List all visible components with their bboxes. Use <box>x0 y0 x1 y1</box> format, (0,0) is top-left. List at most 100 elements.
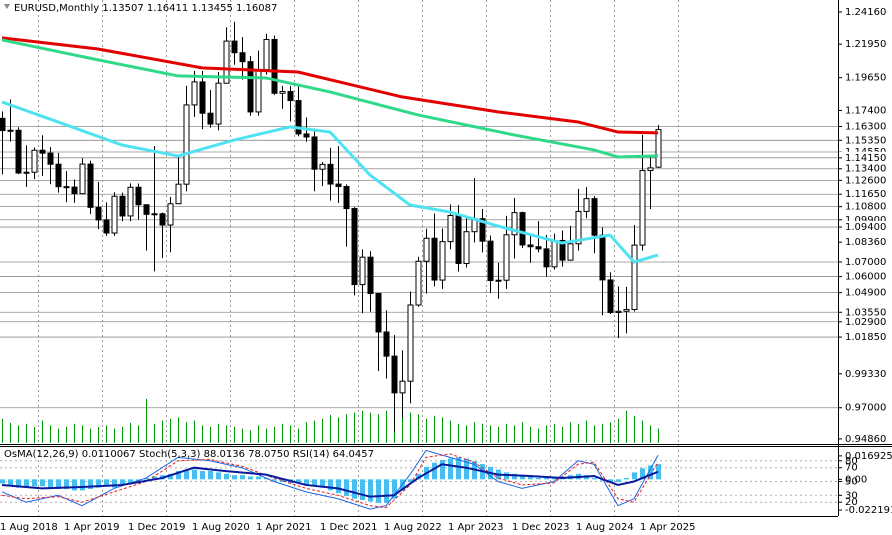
candle-body <box>159 213 166 226</box>
moving-average <box>1 38 659 159</box>
osma-bar <box>128 479 133 484</box>
candle-body <box>135 186 142 206</box>
low-value: 1.13455 <box>191 3 232 14</box>
osma-bar <box>232 475 237 480</box>
level-label: 1.15350 <box>845 135 886 146</box>
candle-body <box>295 100 302 135</box>
y2-tick-label: 20 <box>845 497 858 508</box>
osma-bar <box>24 479 29 488</box>
x-tick-label: 1 Aug 2024 <box>576 522 634 533</box>
level-label-box <box>839 315 891 328</box>
candle-body <box>223 40 230 84</box>
y2-tick-label: 30 <box>845 490 858 501</box>
y-tick-label: 0.94860 <box>845 434 886 445</box>
candle-body <box>183 104 190 185</box>
grid <box>38 0 679 516</box>
candle-body <box>39 149 46 154</box>
candle-body <box>255 69 262 113</box>
level-label-box <box>839 401 891 414</box>
y-tick-label: 1.21950 <box>845 39 886 50</box>
osma-bar <box>32 479 37 487</box>
candle-body <box>31 149 38 173</box>
osma-bar <box>416 473 421 480</box>
indicator-pane <box>0 449 838 510</box>
x-tick-label: 1 Apr 2021 <box>256 522 311 533</box>
osma-bar <box>144 477 149 480</box>
candle-body <box>535 246 542 250</box>
osma-bar <box>216 472 221 480</box>
candle-body <box>607 279 614 313</box>
osma-bar <box>200 471 205 480</box>
main-pane <box>0 21 838 443</box>
osma-bar <box>192 469 197 480</box>
candle-body <box>615 310 622 313</box>
osma-bar <box>208 471 213 480</box>
osma-bar <box>624 477 629 480</box>
osma-bar <box>272 479 277 481</box>
y-tick-label: 1.08360 <box>845 237 886 248</box>
candle-body <box>639 169 646 246</box>
y-tick-label: -0.022191 <box>845 505 892 516</box>
symbol-icon <box>4 4 10 9</box>
osma-bar <box>640 468 645 480</box>
moving-average <box>1 36 659 135</box>
candle-body <box>119 195 126 217</box>
y-tick-label: 1.19650 <box>845 73 886 84</box>
chart-title: EURUSD,Monthly <box>14 3 99 14</box>
candle-body <box>327 163 334 185</box>
level-label-box <box>839 270 891 283</box>
osma-bar <box>512 473 517 480</box>
candle-body <box>623 309 630 312</box>
osma-bar <box>96 479 101 488</box>
candle-body <box>399 380 406 394</box>
level-label: 0.97000 <box>845 403 886 414</box>
candle-body <box>103 219 110 234</box>
x-tick-label: 1 Dec 2019 <box>128 522 186 533</box>
osma-bar <box>456 457 461 480</box>
osma-bar <box>104 479 109 487</box>
level-label: 1.13400 <box>845 164 886 175</box>
osma-bar <box>536 477 541 480</box>
candle-body <box>431 237 438 281</box>
candle-body <box>655 129 662 168</box>
candle-body <box>71 186 78 195</box>
candle-body <box>647 167 654 171</box>
level-label: 1.16300 <box>845 121 886 132</box>
level-label-box <box>839 286 891 299</box>
y-tick-label: 1.24160 <box>845 7 886 18</box>
osma-bar <box>48 479 53 488</box>
level-label-box <box>839 188 891 201</box>
x-tick-label: 1 Aug 2018 <box>0 522 58 533</box>
candle-body <box>367 256 374 294</box>
candle-body <box>559 239 566 261</box>
level-label-box <box>839 221 891 234</box>
candle-body <box>359 256 366 286</box>
level-label-box <box>839 162 891 175</box>
osma-bar <box>344 479 349 496</box>
y2-tick-label: 80 <box>845 456 858 467</box>
osma-bar <box>392 479 397 499</box>
y2-tick-label: 70 <box>845 463 858 474</box>
osma-bar <box>312 479 317 487</box>
osma-bar <box>448 458 453 480</box>
candle-body <box>543 248 550 268</box>
candle-body <box>439 241 446 281</box>
candle-body <box>191 81 198 106</box>
candle-body <box>0 117 6 132</box>
candle-body <box>175 183 182 205</box>
osma-bar <box>320 479 325 488</box>
candle-body <box>519 212 526 246</box>
candle-body <box>335 183 342 188</box>
candle-body <box>375 292 382 333</box>
candle-body <box>231 40 238 54</box>
osma-bar <box>240 475 245 480</box>
candle-body <box>87 163 94 208</box>
candle-body <box>79 163 86 195</box>
osma-bar <box>64 479 69 490</box>
candle-body <box>503 234 510 281</box>
osma-bar <box>280 479 285 483</box>
osma-bar <box>112 479 117 488</box>
candle-body <box>343 186 350 210</box>
candle-body <box>567 243 574 261</box>
